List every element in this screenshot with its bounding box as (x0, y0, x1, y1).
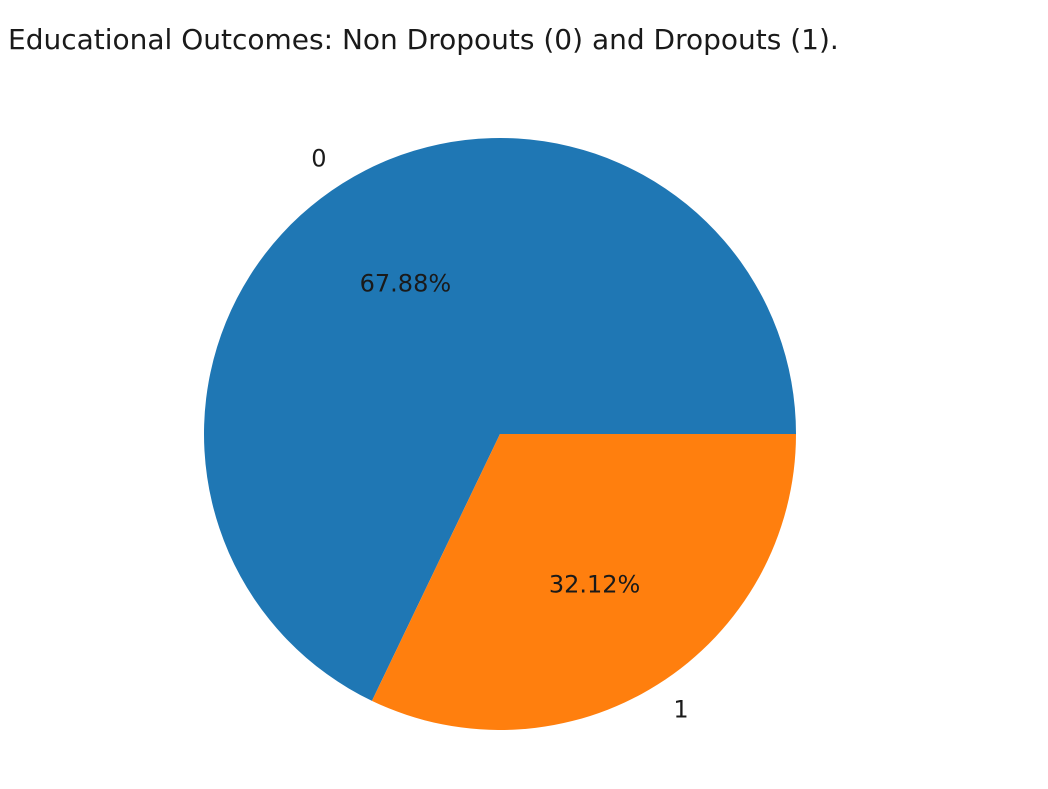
pie-slice-0 (203, 138, 796, 701)
pie-percent-label-0: 67.88% (360, 270, 452, 298)
pie-slices (203, 138, 796, 730)
pie-slice-1 (371, 434, 796, 730)
pie-category-label-0: 0 (311, 144, 326, 172)
chart-title: Educational Outcomes: Non Dropouts (0) a… (8, 23, 839, 56)
pie-labels: 0 67.88% 1 32.12% (311, 144, 688, 723)
pie-category-label-1: 1 (673, 696, 688, 724)
pie-percent-label-1: 32.12% (549, 570, 641, 598)
